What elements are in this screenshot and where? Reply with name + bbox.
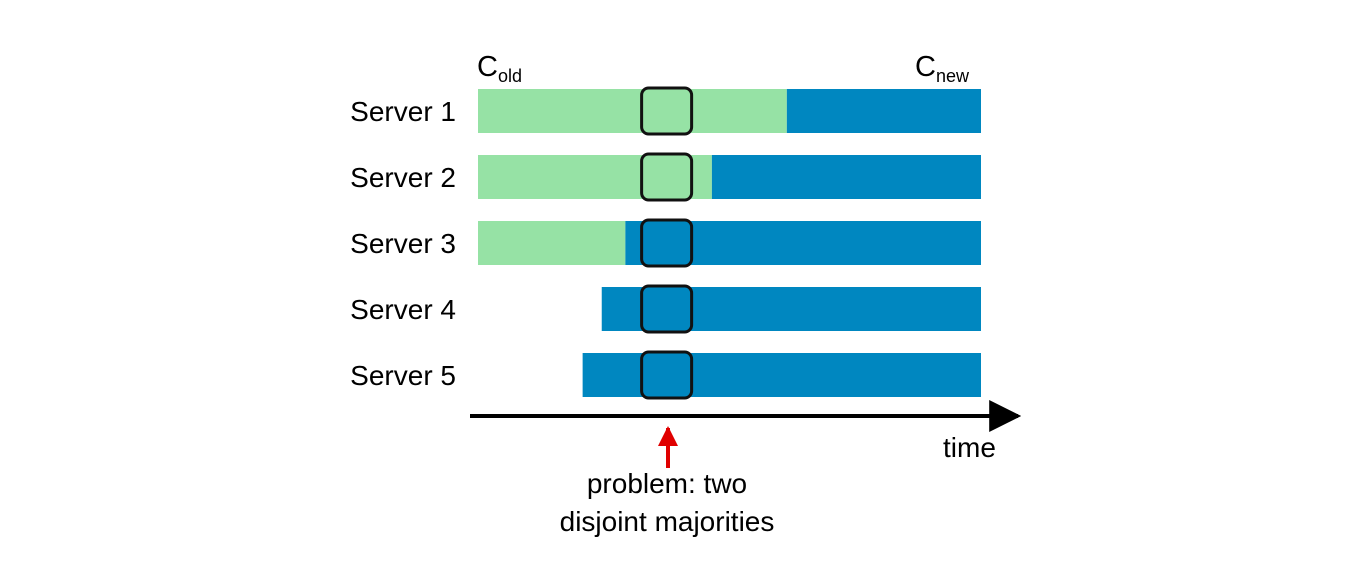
- new-config-label-main: C: [915, 51, 936, 83]
- time-axis-label: time: [943, 432, 996, 463]
- server-1-new-config-bar: [786, 89, 981, 133]
- server-3-new-config-bar: [625, 221, 981, 265]
- old-config-label-sub: old: [498, 66, 522, 86]
- server-1-label: Server 1: [350, 96, 456, 127]
- old-config-label: Cold: [477, 51, 522, 86]
- server-2-label: Server 2: [350, 162, 456, 193]
- server-4-highlight-box: [640, 284, 694, 334]
- problem-annotation-line-2: disjoint majorities: [560, 506, 775, 537]
- server-2-old-config-bar: [478, 155, 712, 199]
- server-1-highlight-box: [640, 86, 694, 136]
- problem-annotation-line-1: problem: two: [587, 468, 747, 499]
- server-5-label: Server 5: [350, 360, 456, 391]
- server-1-old-config-bar: [478, 89, 787, 133]
- server-3-highlight-box: [640, 218, 694, 268]
- server-2-new-config-bar: [711, 155, 981, 199]
- server-2-highlight-box: [640, 152, 694, 202]
- server-4-new-config-bar: [601, 287, 981, 331]
- server-4-label: Server 4: [350, 294, 456, 325]
- new-config-label: Cnew: [915, 51, 970, 86]
- server-3-old-config-bar: [478, 221, 626, 265]
- server-5-new-config-bar: [582, 353, 981, 397]
- server-rows: Server 1 Server 2 Server 3 Server 4 Server 5: [350, 86, 981, 400]
- server-3-label: Server 3: [350, 228, 456, 259]
- old-config-label-main: C: [477, 51, 498, 83]
- server-5-highlight-box: [640, 350, 694, 400]
- new-config-label-sub: new: [936, 66, 970, 86]
